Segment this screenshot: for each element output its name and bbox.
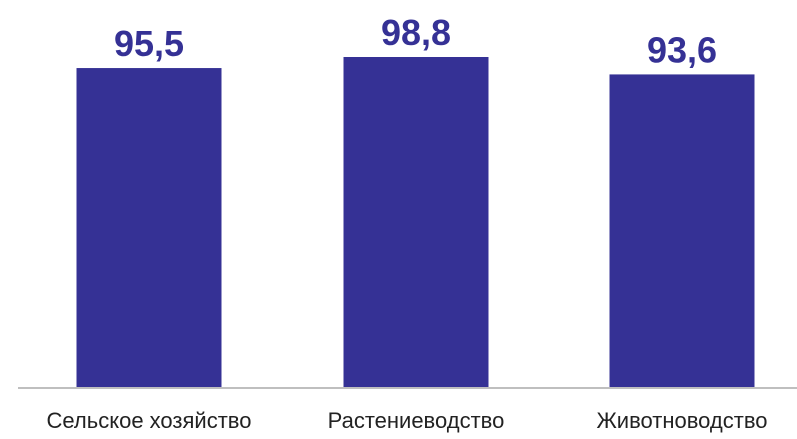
category-label-3: Животноводство — [596, 408, 767, 433]
value-labels-group: 95,5 98,8 93,6 — [114, 12, 717, 70]
bar-3 — [609, 74, 755, 388]
category-label-1: Сельское хозяйство — [47, 408, 252, 433]
bars-group — [76, 57, 755, 389]
value-label-3: 93,6 — [647, 29, 717, 70]
bar-1 — [76, 68, 222, 389]
bar-2 — [343, 57, 489, 388]
category-labels-group: Сельское хозяйство Растениеводство Животно… — [47, 408, 768, 433]
value-label-1: 95,5 — [114, 23, 184, 64]
value-label-2: 98,8 — [381, 12, 451, 53]
category-label-2: Растениеводство — [328, 408, 505, 433]
